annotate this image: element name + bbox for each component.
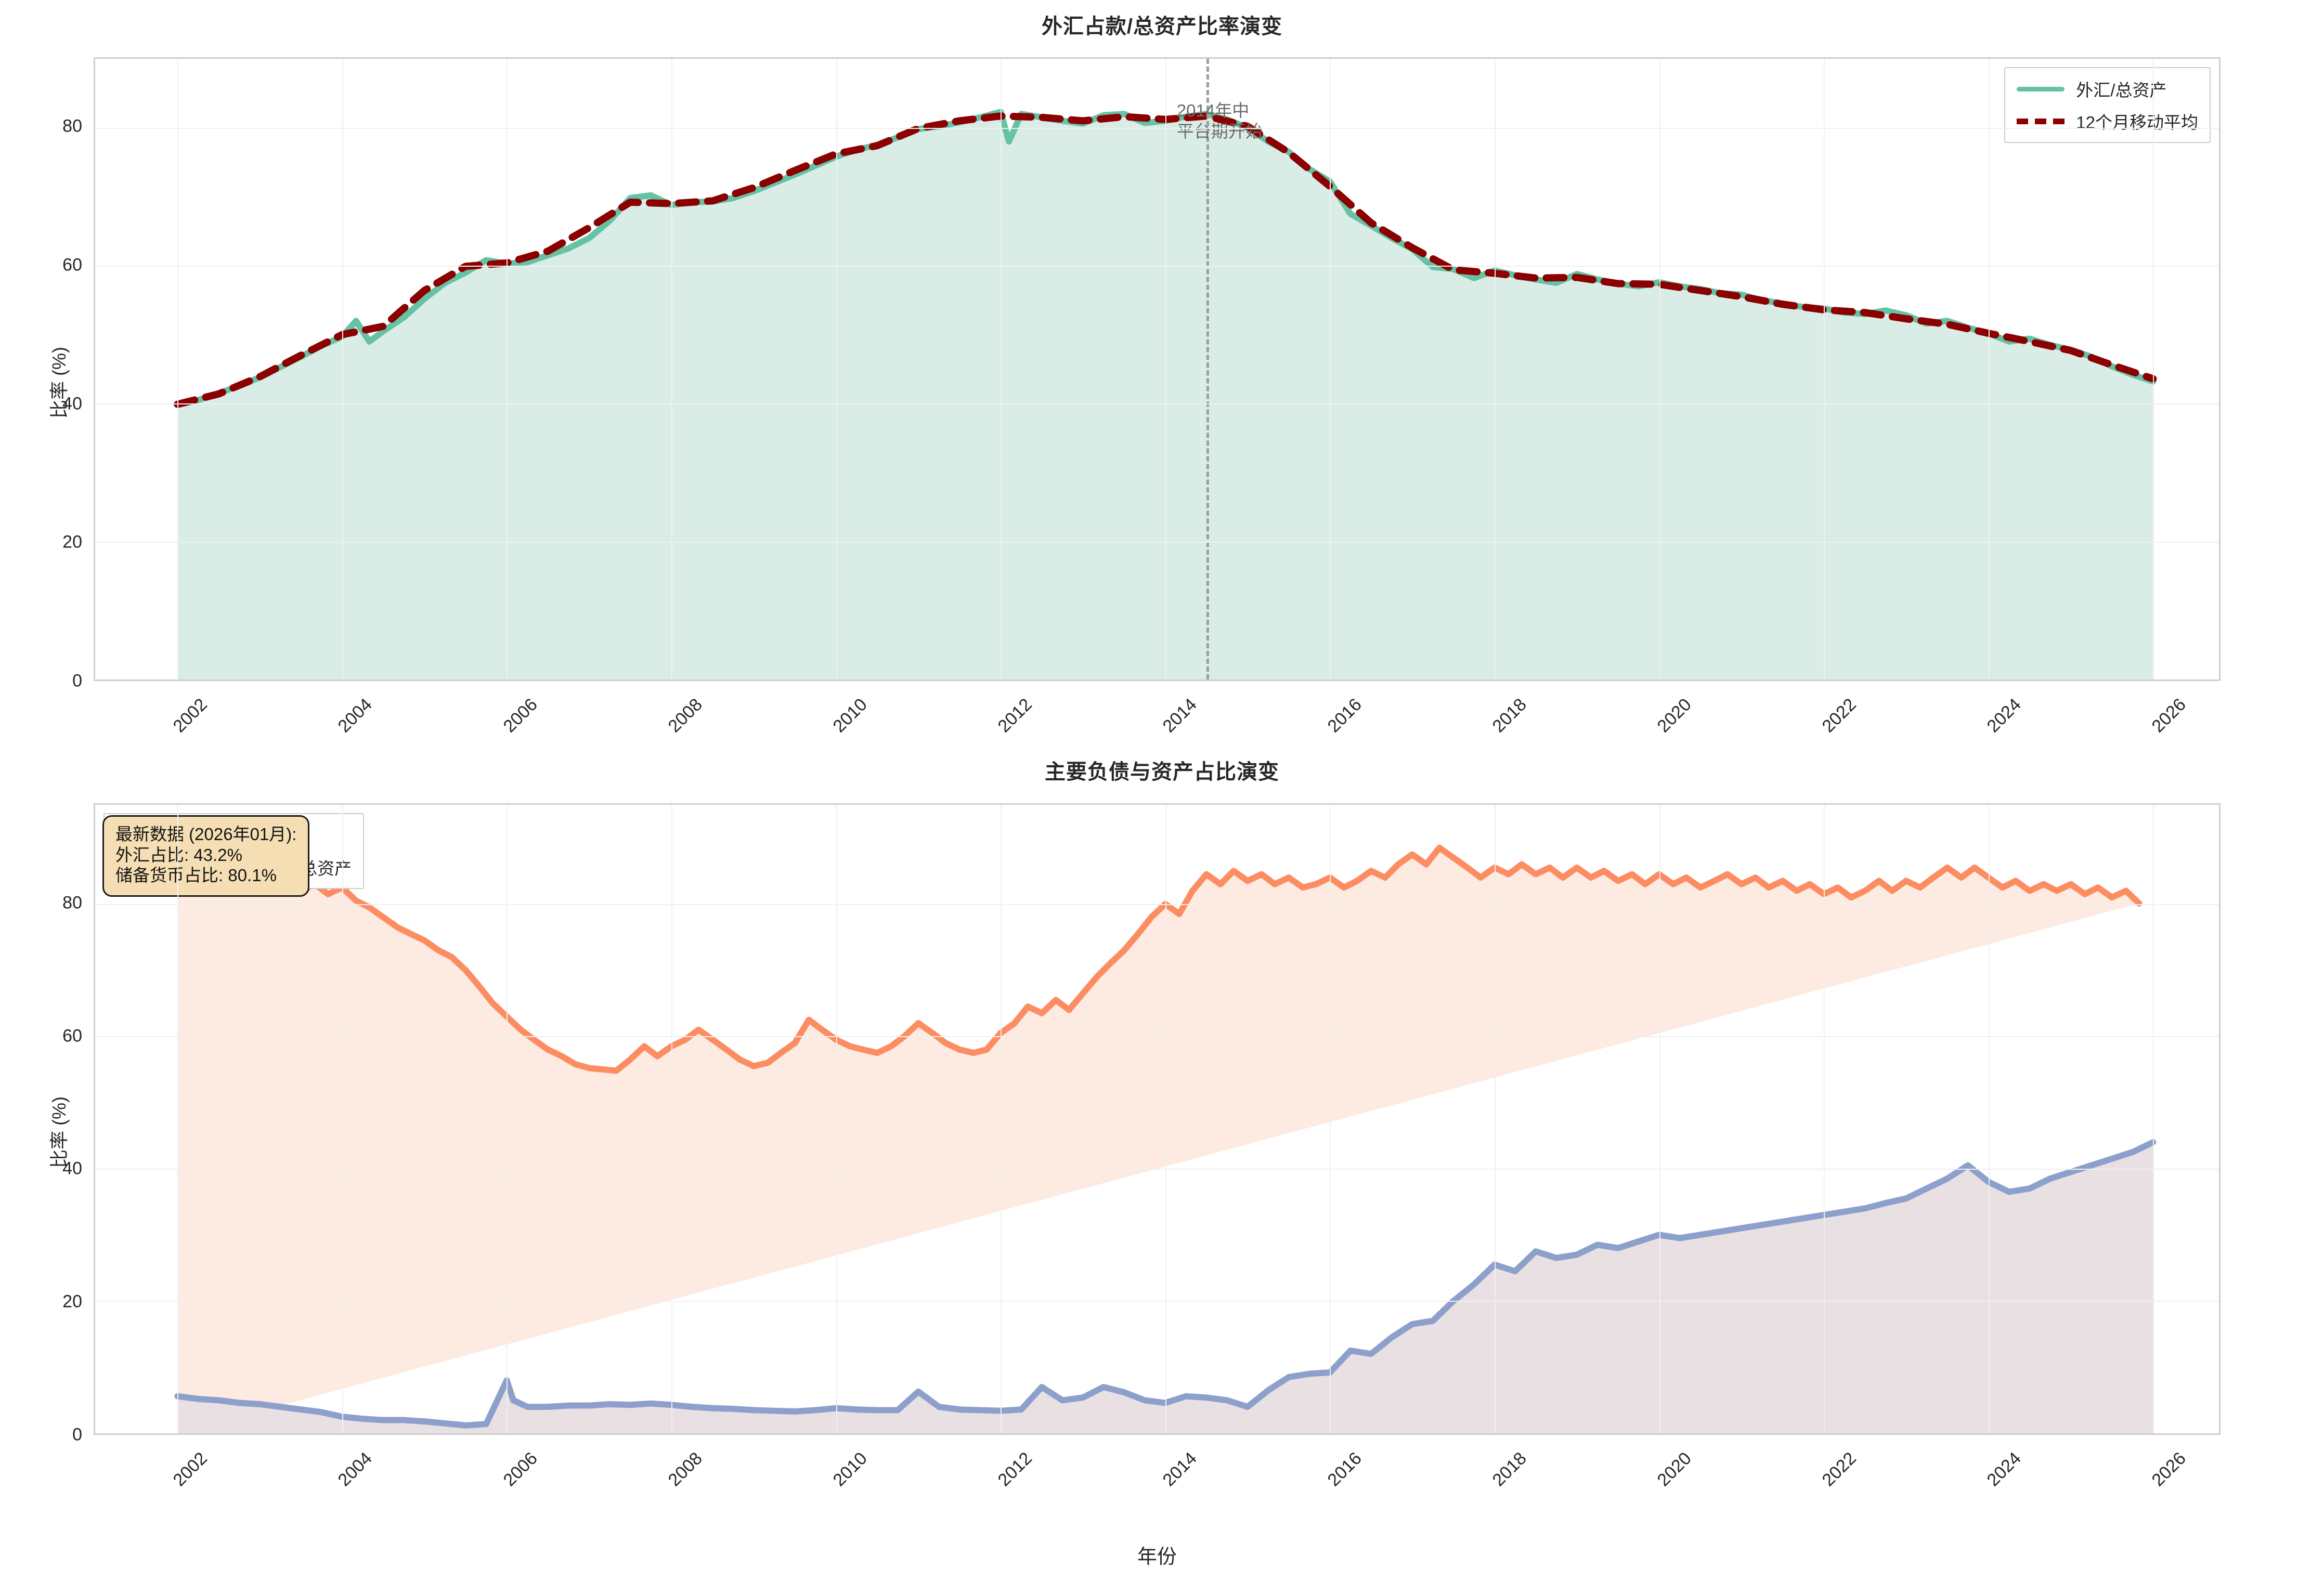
x-axis-tick-label: 2016 — [1323, 695, 1366, 737]
gridline-vertical — [1165, 805, 1166, 1433]
gridline-horizontal — [95, 904, 2219, 905]
gridline-vertical — [1495, 59, 1496, 679]
x-axis-tick-label: 2010 — [829, 695, 871, 737]
y-axis-tick-label: 80 — [62, 893, 82, 913]
x-axis-tick-label: 2024 — [1983, 1448, 2025, 1490]
gridline-vertical — [1659, 59, 1660, 679]
gridline-horizontal — [95, 1036, 2219, 1038]
chart2-ylabel: 比率 (%) — [48, 1096, 70, 1168]
gridline-horizontal — [95, 1168, 2219, 1170]
x-axis-tick-label: 2002 — [169, 1448, 212, 1490]
x-axis-tick-label: 2012 — [994, 1448, 1036, 1490]
gridline-vertical — [1330, 805, 1331, 1433]
x-axis-tick-label: 2018 — [1488, 695, 1530, 737]
x-axis-tick-label: 2018 — [1488, 1448, 1530, 1490]
gridline-vertical — [177, 59, 179, 679]
gridline-vertical — [1330, 59, 1331, 679]
x-axis-tick-label: 2004 — [334, 695, 376, 737]
x-axis-tick-label: 2026 — [2148, 695, 2190, 737]
x-axis-tick-label: 2008 — [664, 695, 706, 737]
y-axis-tick-label: 20 — [62, 532, 82, 552]
gridline-horizontal — [95, 1433, 2219, 1434]
x-axis-tick-label: 2022 — [1818, 695, 1860, 737]
x-axis-tick-label: 2014 — [1159, 1448, 1201, 1490]
x-axis-tick-label: 2016 — [1323, 1448, 1366, 1490]
y-axis-tick-label: 40 — [62, 1158, 82, 1179]
gridline-horizontal — [95, 403, 2219, 405]
gridline-vertical — [177, 805, 179, 1433]
x-axis-tick-label: 2020 — [1653, 695, 1695, 737]
series-line-- — [174, 1139, 2157, 1429]
gridline-vertical — [1988, 59, 1990, 679]
x-axis-tick-label: 2014 — [1159, 695, 1201, 737]
x-axis-tick-label: 2002 — [169, 695, 212, 737]
chart1-svg — [174, 109, 2157, 679]
gridline-horizontal — [95, 127, 2219, 129]
y-axis-tick-label: 60 — [62, 1026, 82, 1046]
chart1-title: 外汇占款/总资产比率演变 — [1041, 15, 1283, 38]
series-line-- — [174, 844, 2143, 1074]
y-axis-tick-label: 40 — [62, 394, 82, 414]
x-axis-tick-label: 2022 — [1818, 1448, 1860, 1490]
legend-swatch-icon — [2017, 86, 2065, 91]
x-axis-tick-label: 2012 — [994, 695, 1036, 737]
gridline-vertical — [1824, 805, 1825, 1433]
gridline-vertical — [1659, 805, 1660, 1433]
chart2-xlabel: 年份 — [1137, 1546, 1177, 1568]
legend-label: 12个月移动平均 — [2076, 113, 2198, 132]
chart1-plot-area: 2014年中 平台期开始 外汇/总资产 12个月移动平均 — [94, 57, 2221, 681]
x-axis-tick-label: 2026 — [2148, 1448, 2190, 1490]
x-axis-tick-label: 2020 — [1653, 1448, 1695, 1490]
gridline-vertical — [342, 805, 343, 1433]
x-axis-tick-label: 2006 — [499, 1448, 541, 1490]
gridline-vertical — [1824, 59, 1825, 679]
gridline-horizontal — [95, 679, 2219, 681]
chart2-panel: 比率 (%) 储备货币/总负债对商业银行债权/总资产 最新数据 (2026年01… — [48, 803, 2221, 1568]
chart2-svg — [174, 844, 2157, 1433]
chart2-latest-data-box: 最新数据 (2026年01月): 外汇占比: 43.2% 储备货币占比: 80.… — [102, 815, 310, 897]
area-fill-- — [177, 847, 2139, 1433]
x-axis-tick-label: 2004 — [334, 1448, 376, 1490]
chart2-title: 主要负债与资产占比演变 — [1045, 761, 1279, 783]
gridline-vertical — [836, 59, 837, 679]
gridline-vertical — [671, 59, 673, 679]
chart1-event-vline — [1206, 59, 1212, 679]
legend-item[interactable]: 外汇/总资产 — [2017, 76, 2198, 101]
gridline-horizontal — [95, 1301, 2219, 1302]
gridline-horizontal — [95, 266, 2219, 267]
gridline-vertical — [1001, 59, 1002, 679]
gridline-vertical — [1495, 805, 1496, 1433]
y-axis-tick-label: 0 — [72, 671, 82, 691]
chart1-annotation: 2014年中 平台期开始 — [1176, 100, 1263, 141]
gridline-vertical — [1988, 805, 1990, 1433]
gridline-vertical — [1165, 59, 1166, 679]
gridline-vertical — [671, 805, 673, 1433]
y-axis-tick-label: 80 — [62, 116, 82, 136]
gridline-vertical — [507, 59, 508, 679]
y-axis-tick-label: 0 — [72, 1424, 82, 1445]
y-axis-tick-label: 20 — [62, 1291, 82, 1312]
legend-swatch-icon — [2017, 118, 2065, 124]
x-axis-tick-label: 2008 — [664, 1448, 706, 1490]
gridline-vertical — [507, 805, 508, 1433]
x-axis-tick-label: 2006 — [499, 695, 541, 737]
chart1-panel: 比率 (%) 2014年中 平台期开始 外汇/总资产 12个月移动平均 0 20 40… — [48, 57, 2221, 736]
gridline-vertical — [836, 805, 837, 1433]
gridline-vertical — [2153, 805, 2154, 1433]
x-axis-tick-label: 2024 — [1983, 695, 2025, 737]
y-axis-tick-label: 60 — [62, 255, 82, 275]
legend-label: 外汇/总资产 — [2076, 81, 2167, 100]
gridline-horizontal — [95, 541, 2219, 543]
x-axis-tick-label: 2010 — [829, 1448, 871, 1490]
chart1-legend: 外汇/总资产 12个月移动平均 — [2004, 67, 2211, 143]
chart2-plot-area: 储备货币/总负债对商业银行债权/总资产 最新数据 (2026年01月): 外汇占… — [94, 803, 2221, 1435]
legend-item[interactable]: 12个月移动平均 — [2017, 109, 2198, 134]
gridline-vertical — [342, 59, 343, 679]
gridline-vertical — [2153, 59, 2154, 679]
gridline-vertical — [1001, 805, 1002, 1433]
